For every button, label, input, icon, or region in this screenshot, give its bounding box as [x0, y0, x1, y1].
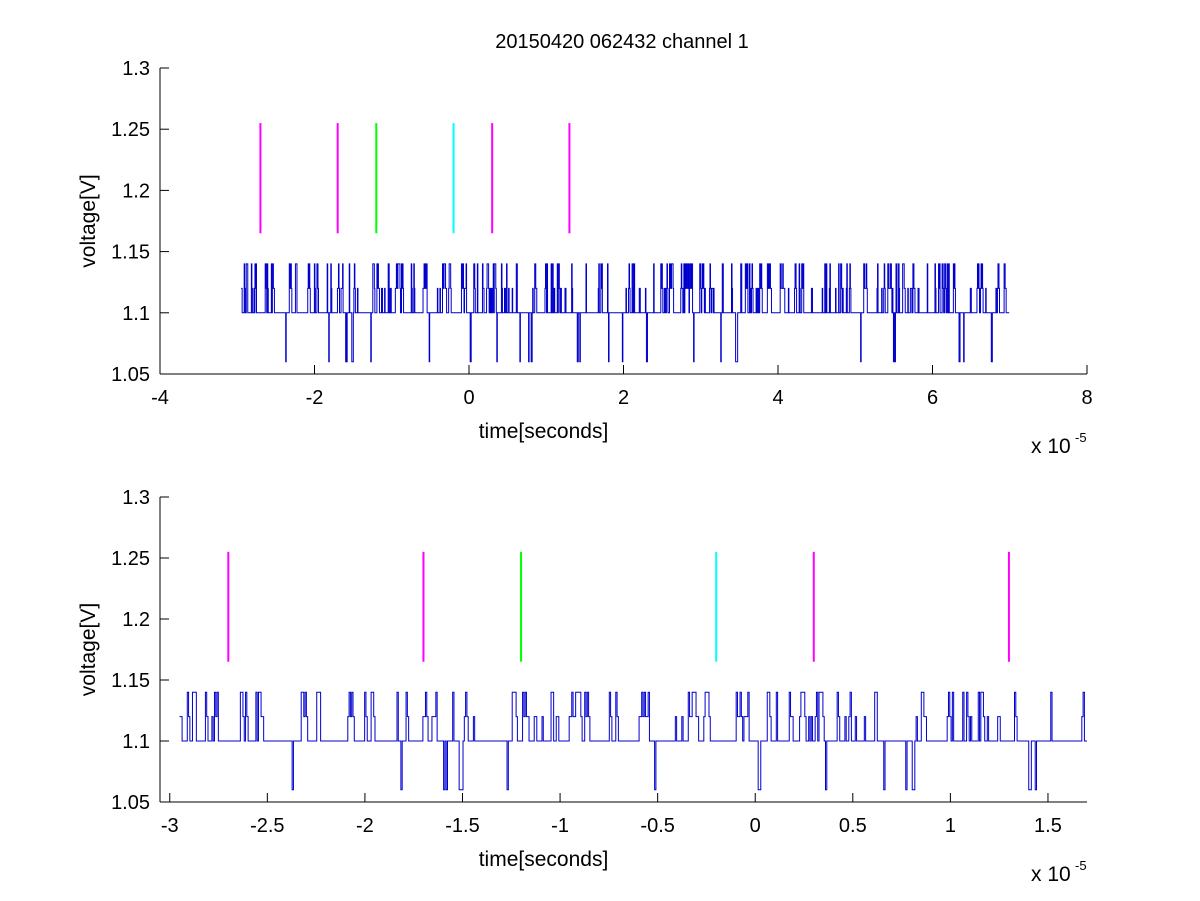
- x-tick-label: -0.5: [640, 815, 674, 837]
- x-tick-label: -4: [151, 387, 169, 409]
- y-tick-label: 1.3: [122, 58, 150, 80]
- x-tick-label: -3: [161, 815, 179, 837]
- y-tick-label: 1.15: [111, 670, 150, 692]
- y-tick-label: 1.1: [122, 731, 150, 753]
- x-tick-label: -2: [306, 387, 324, 409]
- y-tick-label: 1.05: [111, 792, 150, 814]
- x-multiplier-label: x 10: [1031, 435, 1071, 458]
- x-tick-label: -2: [356, 815, 374, 837]
- x-axis-label: time[seconds]: [479, 420, 609, 443]
- x-multiplier-label: x 10: [1031, 863, 1071, 886]
- x-tick-label: -1: [551, 815, 569, 837]
- x-tick-label: 0: [750, 815, 761, 837]
- y-tick-label: 1.2: [122, 609, 150, 631]
- y-tick-label: 1.25: [111, 548, 150, 570]
- x-tick-label: 0.5: [839, 815, 867, 837]
- x-tick-label: 0: [463, 387, 474, 409]
- y-tick-label: 1.05: [111, 364, 150, 386]
- y-tick-label: 1.1: [122, 303, 150, 325]
- x-tick-label: 1.5: [1034, 815, 1062, 837]
- x-tick-label: 6: [927, 387, 938, 409]
- top-plot: 1.05 1.1 1.15 1.2 1.25 1.3 -4 -2 0 2 4 6 8 time[secon…: [77, 58, 1093, 458]
- y-tick-label: 1.2: [122, 180, 150, 202]
- y-tick-label: 1.25: [111, 119, 150, 141]
- voltage-trace: [241, 263, 1010, 363]
- x-tick-label: 2: [618, 387, 629, 409]
- x-axis-label: time[seconds]: [479, 848, 609, 871]
- bottom-plot: 1.05 1.1 1.15 1.2 1.25 1.3 -3 -2.5 -2 -1.5 -1 -0.5 0…: [77, 487, 1087, 886]
- x-multiplier-exponent: -5: [1075, 858, 1087, 873]
- y-tick-label: 1.15: [111, 242, 150, 264]
- figure-title: 20150420 062432 channel 1: [495, 31, 749, 53]
- x-multiplier-exponent: -5: [1075, 430, 1087, 445]
- x-tick-label: 4: [772, 387, 783, 409]
- y-tick-label: 1.3: [122, 487, 150, 509]
- y-axis-label: voltage[V]: [77, 603, 100, 696]
- y-axis-label: voltage[V]: [77, 174, 100, 267]
- x-tick-label: -1.5: [445, 815, 479, 837]
- voltage-trace: [179, 691, 1087, 791]
- x-tick-label: 1: [945, 815, 956, 837]
- x-tick-label: 8: [1081, 387, 1092, 409]
- x-tick-label: -2.5: [250, 815, 284, 837]
